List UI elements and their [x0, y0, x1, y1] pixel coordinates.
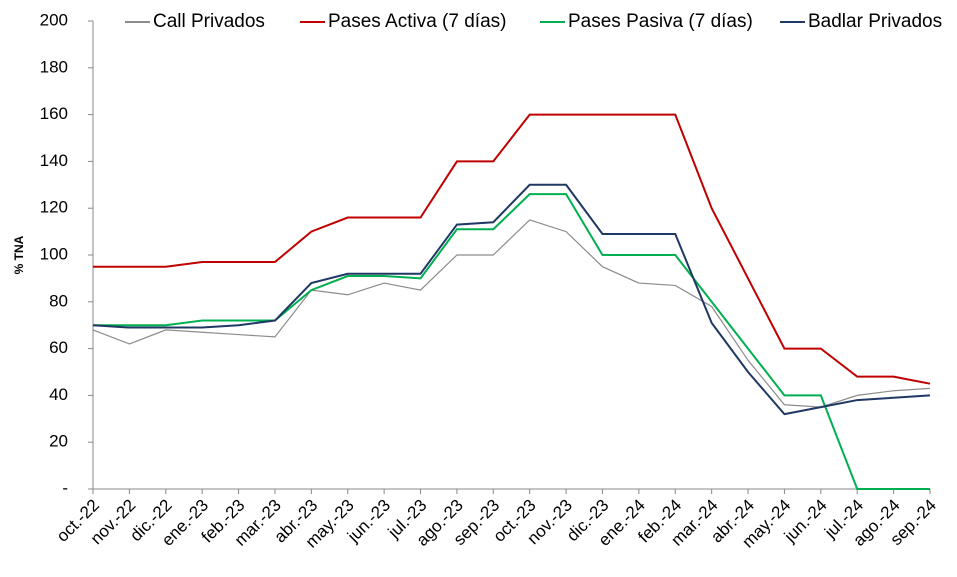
- y-tick-label: 20: [49, 432, 68, 451]
- y-tick-label: 160: [40, 104, 68, 123]
- y-tick-label: 120: [40, 198, 68, 217]
- legend-label: Call Privados: [153, 11, 265, 32]
- legend-label: Pases Activa (7 días): [328, 11, 506, 32]
- series-line: [93, 193, 930, 490]
- y-tick-label: -: [62, 478, 68, 497]
- y-tick-label: 40: [49, 385, 68, 404]
- legend-label: Pases Pasiva (7 días): [568, 11, 753, 32]
- series-line: [93, 113, 931, 385]
- y-tick-label: 80: [49, 291, 68, 310]
- y-tick-label: 100: [40, 244, 68, 263]
- series-line: [92, 183, 931, 416]
- y-tick-label: 180: [40, 57, 68, 76]
- y-tick-label: 200: [40, 10, 68, 29]
- y-tick-label: 60: [49, 338, 68, 357]
- y-tick-label: 140: [40, 151, 68, 170]
- series-line: [92, 219, 931, 408]
- legend-label: Badlar Privados: [808, 11, 942, 32]
- y-axis-label: % TNA: [12, 235, 26, 274]
